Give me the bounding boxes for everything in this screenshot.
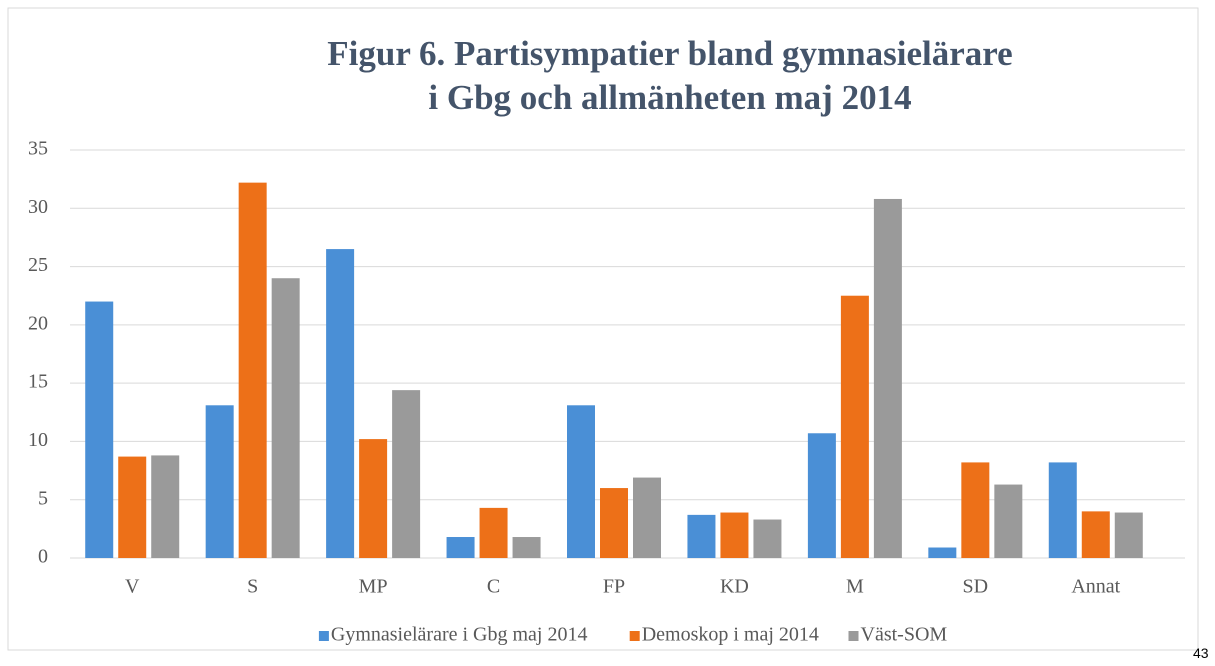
x-tick-label: MP [359,576,388,598]
y-tick-label: 20 [28,312,48,334]
y-tick-label: 15 [28,371,48,393]
x-tick-label: M [846,576,864,598]
bar [928,547,957,558]
bar [600,488,628,558]
bar [392,390,421,558]
bar [512,537,541,558]
bar [687,514,716,558]
bar [807,433,836,558]
x-tick-label: KD [720,576,749,598]
legend-swatch [629,631,640,641]
bar [1114,512,1143,558]
bar [118,456,147,558]
bar [205,405,234,558]
legend-swatch [848,631,859,641]
page-number: 43 [1193,645,1209,661]
y-tick-label: 35 [28,138,48,160]
x-tick-label: C [487,576,500,598]
bar [359,439,388,558]
bar [840,295,869,558]
y-tick-label: 10 [28,429,48,451]
bar [326,249,355,559]
bar [1081,511,1110,558]
bar [994,484,1023,558]
x-tick-label: SD [963,576,989,598]
bar [720,512,749,558]
bar [85,301,114,558]
x-tick-label: S [247,576,258,598]
x-tick-label: FP [603,576,625,598]
legend-label: Väst-SOM [861,624,948,646]
bar [238,182,267,558]
y-tick-label: 0 [38,546,48,568]
x-tick-label: Annat [1071,576,1120,598]
bar [479,507,508,558]
legend-label: Demoskop i maj 2014 [642,624,819,646]
bar [633,477,661,558]
bar [567,405,595,558]
legend-label: Gymnasielärare i Gbg maj 2014 [331,624,588,646]
bar [446,537,475,558]
legend-swatch [318,631,329,641]
x-tick-label: V [125,576,140,598]
bar [961,462,990,558]
bar [271,278,300,558]
y-tick-label: 30 [28,196,48,218]
y-tick-label: 25 [28,254,48,276]
chart-title: Figur 6. Partisympatier bland gymnasielä… [327,34,1013,117]
bar [753,519,782,558]
bar [1048,462,1077,558]
bar [151,455,180,558]
bar [873,198,902,558]
y-tick-label: 5 [38,487,48,509]
